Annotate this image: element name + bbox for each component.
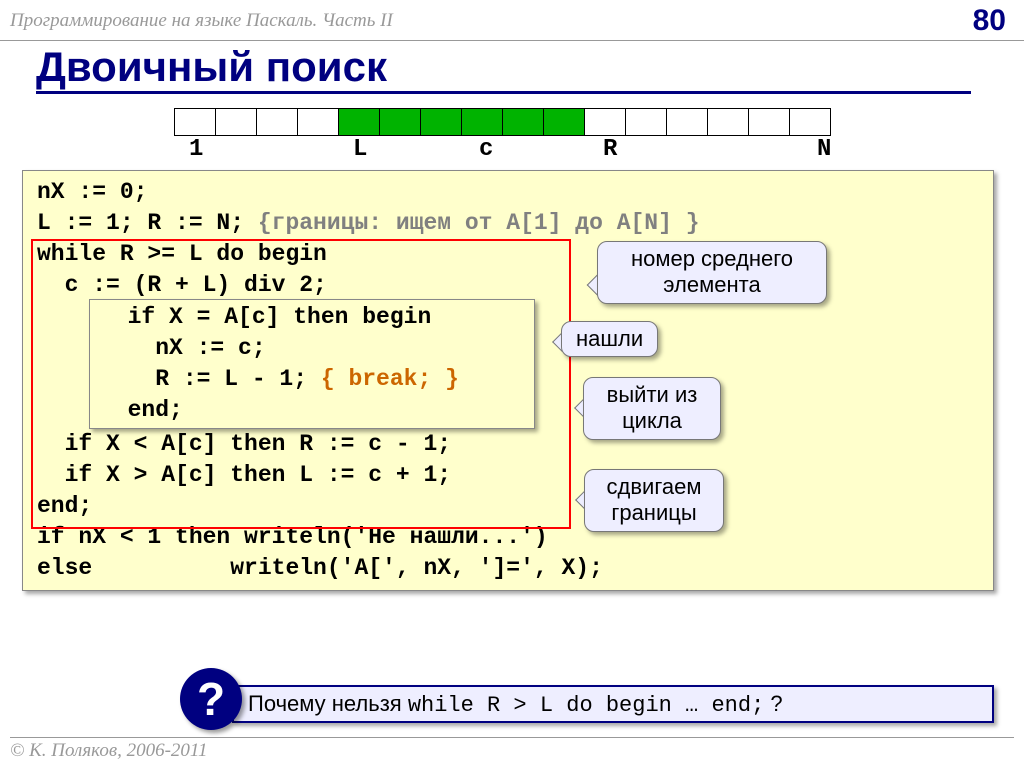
code-line: end; [100, 395, 524, 426]
array-cell [707, 108, 749, 136]
array-cell [502, 108, 544, 136]
array-cell [297, 108, 339, 136]
label-1: 1 [189, 136, 203, 163]
array-cell [174, 108, 216, 136]
callout-middle: номер среднего элемента [597, 241, 827, 304]
callout-shift: сдвигаем границы [584, 469, 724, 532]
question-icon: ? [180, 668, 242, 730]
array-cell [584, 108, 626, 136]
array-cell [543, 108, 585, 136]
code-box: nX := 0; L := 1; R := N; {границы: ищем … [22, 170, 994, 591]
code-line: c := (R + L) div 2; [37, 270, 989, 301]
array-cell [215, 108, 257, 136]
array-cell [338, 108, 380, 136]
code-line: if X = A[c] then begin [100, 302, 524, 333]
code-line: nX := c; [100, 333, 524, 364]
page-title: Двоичный поиск [36, 43, 971, 94]
code-line: L := 1; R := N; {границы: ищем от A[1] д… [37, 208, 989, 239]
label-L: L [353, 136, 367, 163]
array-diagram: 1 L c R N [175, 108, 1024, 162]
header-bar: Программирование на языке Паскаль. Часть… [0, 0, 1024, 41]
array-cell [748, 108, 790, 136]
array-cell [379, 108, 421, 136]
inner-code-box: if X = A[c] then begin nX := c; R := L -… [89, 299, 535, 429]
array-cell [625, 108, 667, 136]
code-line: if X < A[c] then R := c - 1; [37, 429, 989, 460]
header-title: Программирование на языке Паскаль. Часть… [10, 10, 393, 32]
array-cell [256, 108, 298, 136]
footer-copyright: © К. Поляков, 2006-2011 [10, 737, 1014, 762]
label-c: c [479, 136, 493, 163]
code-line: end; [37, 491, 989, 522]
array-cell [420, 108, 462, 136]
callout-exit: выйти из цикла [583, 377, 721, 440]
question-text: Почему нельзя while R > L do begin … end… [248, 691, 783, 718]
code-line: if nX < 1 then writeln('Не нашли...') [37, 522, 989, 553]
page-number: 80 [973, 4, 1006, 38]
array-labels: 1 L c R N [175, 136, 1024, 162]
array-cell [461, 108, 503, 136]
code-line: if X > A[c] then L := c + 1; [37, 460, 989, 491]
question-bar: Почему нельзя while R > L do begin … end… [232, 685, 994, 723]
code-line: R := L - 1; { break; } [100, 364, 524, 395]
callout-found: нашли [561, 321, 658, 357]
code-line: else writeln('A[', nX, ']=', X); [37, 553, 989, 584]
label-N: N [817, 136, 831, 163]
array-cell [789, 108, 831, 136]
label-R: R [603, 136, 617, 163]
code-line: while R >= L do begin [37, 239, 989, 270]
array-cell [666, 108, 708, 136]
code-line: nX := 0; [37, 177, 989, 208]
